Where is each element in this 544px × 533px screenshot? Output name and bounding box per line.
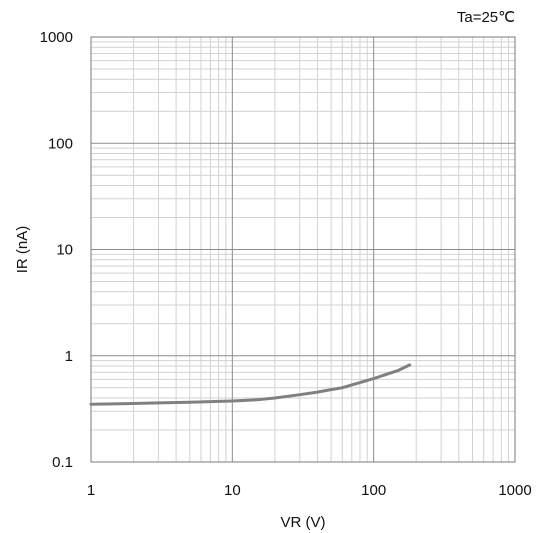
y-tick-label: 1: [65, 348, 73, 365]
x-tick-labels: 1 10 100 1000: [87, 482, 532, 499]
y-tick-label: 0.1: [52, 454, 73, 471]
x-tick-label: 10: [224, 482, 241, 499]
series-line-0: [89, 363, 412, 406]
x-tick-label: 1000: [498, 482, 531, 499]
series-layer: [89, 363, 412, 406]
x-tick-label: 1: [87, 482, 95, 499]
y-tick-labels: 0.1 1 10 100 1000: [40, 29, 73, 471]
y-tick-label: 100: [48, 135, 73, 152]
plot-frame: [90, 36, 516, 463]
temperature-annotation: Ta=25℃: [457, 9, 515, 26]
y-axis-label: IR (nA): [14, 226, 31, 274]
x-tick-label: 100: [361, 482, 386, 499]
y-tick-label: 10: [56, 242, 73, 259]
y-tick-label: 1000: [40, 29, 73, 46]
x-axis-label: VR (V): [281, 514, 326, 531]
